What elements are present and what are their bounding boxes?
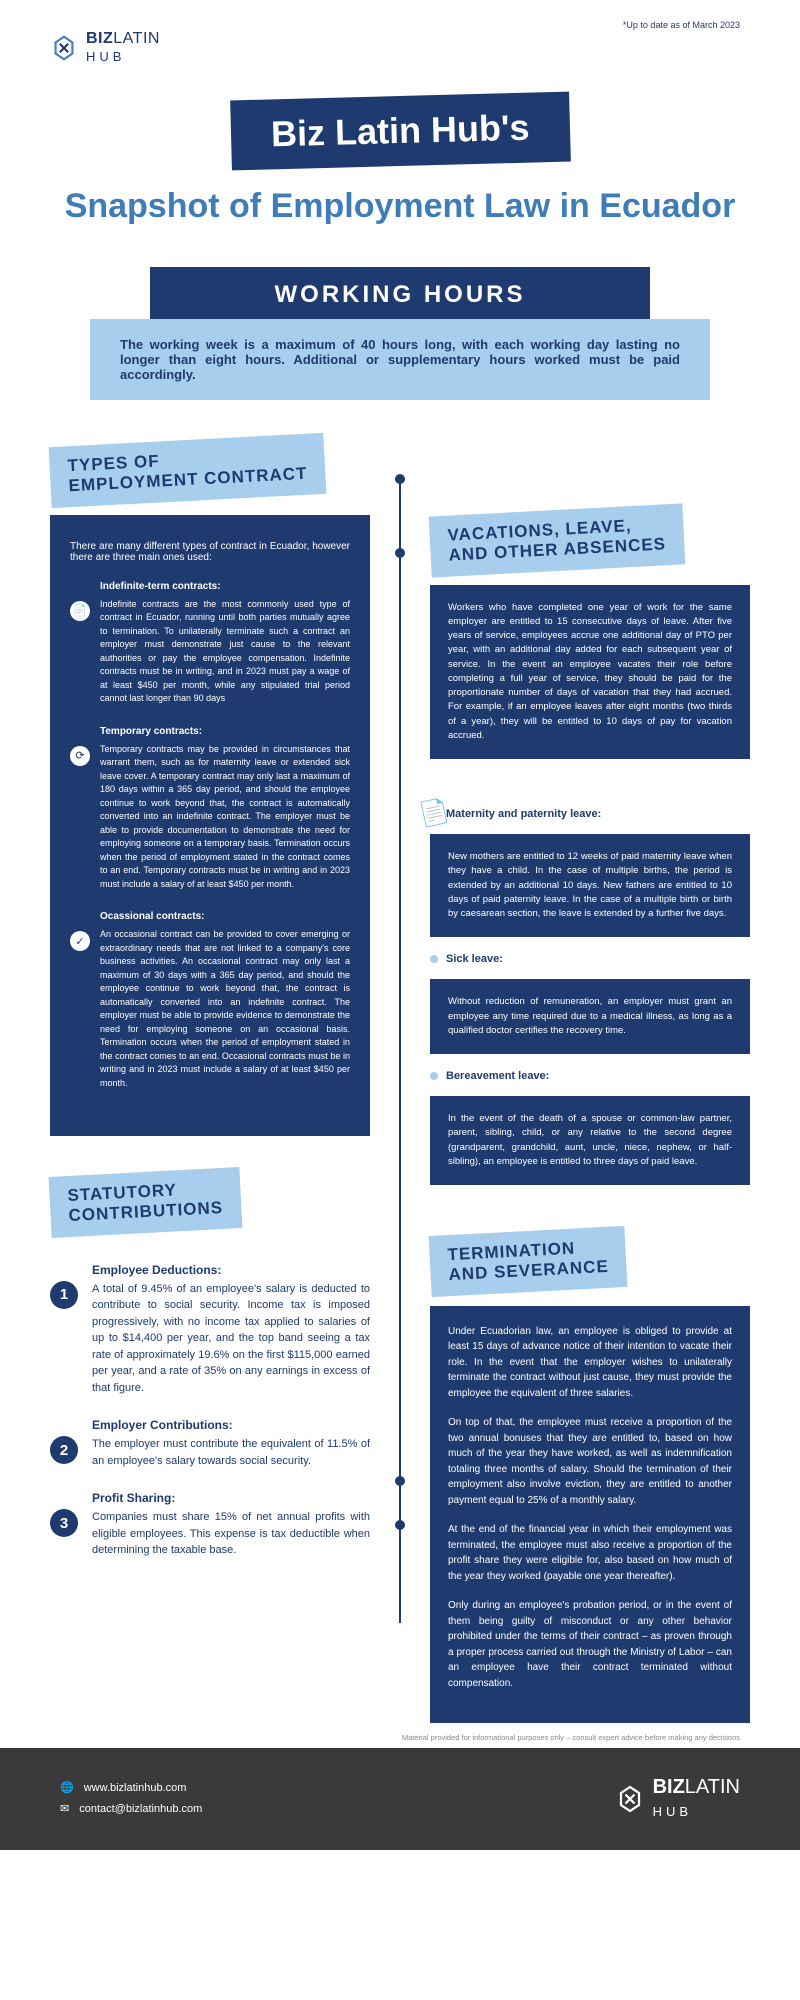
vacations-main: Workers who have completed one year of w… — [430, 585, 750, 760]
contract-icon: ✓ — [70, 931, 90, 951]
bullet-dot — [430, 955, 438, 963]
statutory-number: 3 — [50, 1509, 78, 1537]
update-note: *Up to date as of March 2023 — [623, 20, 740, 30]
timeline-node — [395, 1520, 405, 1530]
contract-icon: ⟳ — [70, 746, 90, 766]
vacations-tag: VACATIONS, LEAVE, AND OTHER ABSENCES — [429, 503, 685, 577]
statutory-title: Employer Contributions: — [92, 1418, 370, 1432]
statutory-number: 1 — [50, 1281, 78, 1309]
contracts-card: There are many different types of contra… — [50, 515, 370, 1137]
statutory-body: Companies must share 15% of net annual p… — [92, 1509, 370, 1559]
contract-item: ⟳ Temporary contracts: Temporary contrac… — [70, 726, 350, 892]
right-column: VACATIONS, LEAVE, AND OTHER ABSENCES Wor… — [400, 440, 750, 1724]
left-column: TYPES OF EMPLOYMENT CONTRACT There are m… — [50, 440, 400, 1724]
timeline: TYPES OF EMPLOYMENT CONTRACT There are m… — [50, 440, 750, 1724]
footer: 🌐 www.bizlatinhub.com ✉ contact@bizlatinhu… — [0, 1748, 800, 1850]
statutory-list: 1 Employee Deductions: A total of 9.45% … — [50, 1263, 370, 1559]
footer-web[interactable]: www.bizlatinhub.com — [84, 1778, 187, 1799]
contract-item: ✓ Ocassional contracts: An occasional co… — [70, 911, 350, 1090]
timeline-node — [395, 474, 405, 484]
footer-email[interactable]: contact@bizlatinhub.com — [79, 1799, 202, 1820]
statutory-title: Profit Sharing: — [92, 1491, 370, 1505]
contract-title: Temporary contracts: — [100, 726, 350, 737]
contract-body: Temporary contracts may be provided in c… — [100, 743, 350, 892]
leave-card: In the event of the death of a spouse or… — [430, 1096, 750, 1185]
logo-top: BIZLATIN HUB — [50, 30, 750, 66]
globe-icon: 🌐 — [60, 1778, 74, 1799]
contract-title: Indefinite-term contracts: — [100, 581, 350, 592]
leave-card: Without reduction of remuneration, an em… — [430, 979, 750, 1054]
statutory-title: Employee Deductions: — [92, 1263, 370, 1277]
statutory-body: The employer must contribute the equival… — [92, 1436, 370, 1469]
statutory-number: 2 — [50, 1436, 78, 1464]
disclaimer: Material provided for informational purp… — [0, 1723, 800, 1748]
logo-text: BIZLATIN HUB — [86, 30, 160, 66]
termination-para: On top of that, the employee must receiv… — [448, 1415, 732, 1508]
working-hours-text: The working week is a maximum of 40 hour… — [90, 319, 710, 400]
contract-item: 📄 Indefinite-term contracts: Indefinite … — [70, 581, 350, 706]
termination-para: At the end of the financial year in whic… — [448, 1522, 732, 1584]
footer-contact: 🌐 www.bizlatinhub.com ✉ contact@bizlatinhu… — [60, 1778, 202, 1820]
subtitle: Snapshot of Employment Law in Ecuador — [50, 186, 750, 227]
contracts-intro: There are many different types of contra… — [70, 541, 350, 563]
timeline-node — [395, 548, 405, 558]
bullet-dot — [430, 1072, 438, 1080]
contract-icon: 📄 — [70, 601, 90, 621]
contracts-tag: TYPES OF EMPLOYMENT CONTRACT — [49, 433, 327, 508]
working-hours-header: WORKING HOURS — [150, 267, 650, 323]
footer-logo: BIZLATINHUB — [615, 1776, 740, 1822]
leave-heading: Bereavement leave: — [430, 1070, 750, 1082]
timeline-node — [395, 1476, 405, 1486]
contract-title: Ocassional contracts: — [100, 911, 350, 922]
termination-para: Under Ecuadorian law, an employee is obl… — [448, 1324, 732, 1402]
contract-body: An occasional contract can be provided t… — [100, 928, 350, 1090]
logo-icon — [50, 34, 78, 62]
termination-tag: TERMINATION AND SEVERANCE — [429, 1226, 628, 1297]
termination-para: Only during an employee's probation peri… — [448, 1598, 732, 1691]
contract-body: Indefinite contracts are the most common… — [100, 598, 350, 706]
title-wrap: Biz Latin Hub's — [50, 96, 750, 186]
termination-card: Under Ecuadorian law, an employee is obl… — [430, 1306, 750, 1724]
title-box: Biz Latin Hub's — [230, 92, 570, 171]
mail-icon: ✉ — [60, 1799, 69, 1820]
statutory-item: 3 Profit Sharing: Companies must share 1… — [50, 1491, 370, 1559]
statutory-tag: STATUTORY CONTRIBUTIONS — [49, 1167, 243, 1238]
statutory-body: A total of 9.45% of an employee's salary… — [92, 1281, 370, 1397]
statutory-item: 1 Employee Deductions: A total of 9.45% … — [50, 1263, 370, 1397]
leave-card: New mothers are entitled to 12 weeks of … — [430, 834, 750, 937]
statutory-item: 2 Employer Contributions: The employer m… — [50, 1418, 370, 1469]
page: *Up to date as of March 2023 BIZLATIN HU… — [0, 0, 800, 1723]
leave-heading: Sick leave: — [430, 953, 750, 965]
